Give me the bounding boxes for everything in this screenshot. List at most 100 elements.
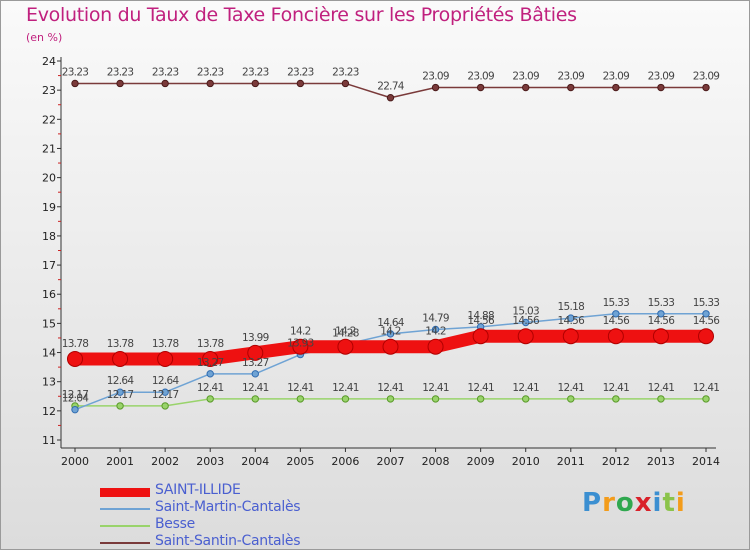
data-label: 13.27 <box>197 357 224 369</box>
data-point <box>612 395 620 403</box>
data-label: 12.41 <box>332 382 359 394</box>
x-tick-label: 2014 <box>692 455 720 468</box>
data-label: 23.23 <box>107 66 134 78</box>
data-point <box>517 328 534 345</box>
data-point <box>698 328 714 345</box>
x-tick-label: 2012 <box>602 455 630 468</box>
data-point <box>386 395 395 403</box>
y-tick-label: 17 <box>42 259 56 272</box>
legend-label: Saint-Santin-Cantalès <box>155 533 301 549</box>
data-label: 23.23 <box>197 66 224 78</box>
logo-letter: i <box>652 488 663 518</box>
data-label: 22.74 <box>377 81 405 93</box>
data-point <box>607 328 624 345</box>
legend-swatch <box>100 487 150 497</box>
data-point <box>476 83 485 92</box>
y-tick-label: 21 <box>42 142 56 155</box>
data-point <box>296 395 305 403</box>
data-label: 14.64 <box>377 317 405 329</box>
data-label: 23.23 <box>287 66 314 78</box>
data-label: 14.56 <box>693 315 721 327</box>
data-label: 15.33 <box>693 297 720 309</box>
data-point <box>382 338 399 355</box>
y-tick-label: 11 <box>42 434 56 447</box>
data-label: 13.78 <box>107 338 134 350</box>
data-label: 23.09 <box>512 71 539 83</box>
data-point <box>71 79 79 88</box>
x-tick-label: 2005 <box>286 455 314 468</box>
x-tick-label: 2007 <box>377 455 405 468</box>
x-tick-label: 2010 <box>512 455 540 468</box>
data-label: 15.18 <box>558 301 585 313</box>
data-label: 14.56 <box>603 315 631 327</box>
data-label: 14.88 <box>467 310 494 322</box>
legend-label: Saint-Martin-Cantalès <box>155 499 301 515</box>
y-tick-label: 23 <box>42 84 56 97</box>
data-label: 23.09 <box>693 71 720 83</box>
data-label: 12.04 <box>62 393 90 405</box>
data-point <box>157 350 174 367</box>
data-label: 12.41 <box>512 382 539 394</box>
data-label: 14.56 <box>467 315 495 327</box>
data-label: 12.41 <box>558 382 585 394</box>
data-point <box>476 395 485 403</box>
data-point <box>386 94 395 102</box>
y-tick-label: 16 <box>42 288 56 301</box>
logo-letter: o <box>615 488 635 518</box>
legend-label: SAINT-ILLIDE <box>155 482 241 498</box>
data-point <box>562 328 579 345</box>
data-point <box>567 314 575 322</box>
data-point <box>431 325 440 334</box>
data-label: 14.56 <box>558 315 586 327</box>
data-label: 12.41 <box>648 382 675 394</box>
data-point <box>522 83 530 92</box>
data-point <box>427 338 444 355</box>
data-point <box>567 395 575 403</box>
data-point <box>337 338 354 355</box>
y-tick-label: 22 <box>42 113 56 126</box>
data-label: 12.17 <box>107 389 134 401</box>
x-tick-label: 2000 <box>61 455 89 468</box>
data-point <box>116 388 124 396</box>
data-label: 12.17 <box>62 389 89 401</box>
data-label: 12.41 <box>603 382 630 394</box>
data-point <box>522 395 530 403</box>
data-point <box>522 318 530 327</box>
data-label: 23.09 <box>422 71 449 83</box>
data-label: 14.2 <box>335 326 356 338</box>
data-point <box>292 338 309 355</box>
data-point <box>71 405 79 414</box>
data-label: 12.64 <box>107 375 135 387</box>
legend-label: Besse <box>155 516 195 532</box>
data-point <box>251 370 259 378</box>
x-tick-label: 2013 <box>647 455 675 468</box>
y-tick-label: 14 <box>42 347 56 360</box>
legend-swatch <box>100 508 150 510</box>
x-tick-label: 2008 <box>422 455 450 468</box>
y-tick-label: 18 <box>42 230 56 243</box>
logo-letter: t <box>662 488 676 518</box>
data-label: 14.2 <box>425 326 446 338</box>
data-point <box>206 395 214 403</box>
data-label: 15.33 <box>603 297 630 309</box>
data-point <box>116 402 124 410</box>
data-point <box>116 79 124 88</box>
data-point <box>612 83 620 92</box>
data-point <box>251 395 259 403</box>
data-point <box>431 395 440 403</box>
data-point <box>341 79 350 88</box>
data-point <box>431 83 440 92</box>
data-label: 13.99 <box>242 332 269 344</box>
y-tick-label: 12 <box>42 405 56 418</box>
legend-swatch <box>100 525 150 527</box>
x-tick-label: 2002 <box>151 455 179 468</box>
y-tick-label: 20 <box>42 172 56 185</box>
data-point <box>296 79 305 88</box>
data-label: 12.41 <box>377 382 404 394</box>
data-point <box>702 310 710 318</box>
data-label: 23.09 <box>648 71 675 83</box>
series-2 <box>71 395 710 410</box>
data-label: 14.79 <box>422 313 449 325</box>
data-label: 23.09 <box>467 71 494 83</box>
